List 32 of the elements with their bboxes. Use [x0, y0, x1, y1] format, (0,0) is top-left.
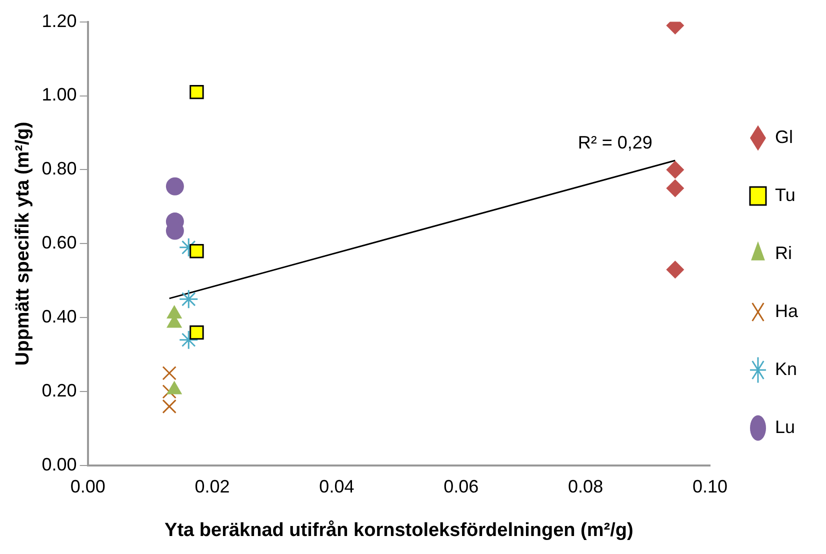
point — [166, 177, 184, 196]
x-tick-label: 0.00 — [70, 476, 106, 496]
legend-label: Lu — [774, 416, 796, 437]
point — [190, 325, 204, 340]
legend-label: Ri — [774, 242, 792, 263]
point — [666, 260, 684, 279]
point — [666, 179, 684, 198]
x-tick-label: 0.04 — [319, 476, 354, 496]
y-tick-label: 1.00 — [42, 84, 77, 105]
point — [178, 289, 198, 309]
x-tick-label: 0.08 — [568, 476, 604, 496]
y-tick-label: 0.20 — [42, 380, 77, 401]
y-tick-label: 0.00 — [42, 454, 77, 475]
x-tick-label: 0.02 — [194, 476, 230, 496]
legend-label: Tu — [774, 184, 796, 205]
x-axis-title: Yta beräknad utifrån kornstoleksfördelningen (m²/g) — [164, 520, 634, 541]
point — [190, 244, 204, 258]
x-tick-label: 0.10 — [692, 476, 728, 496]
legend-label: Ha — [774, 300, 799, 321]
y-tick-label: 0.40 — [42, 306, 77, 327]
y-tick-label: 0.80 — [42, 158, 77, 179]
y-axis-title: Uppmätt specifik yta (m²/g) — [12, 122, 34, 366]
y-tick-label: 0.60 — [42, 232, 77, 253]
point — [162, 366, 176, 380]
point — [666, 160, 684, 179]
y-tick-label: 1.20 — [42, 10, 77, 31]
x-tick-label: 0.06 — [444, 476, 479, 496]
annotation: R² = 0,29 — [578, 132, 652, 152]
point — [190, 84, 204, 100]
point — [178, 330, 198, 350]
legend-label: Kn — [774, 358, 798, 379]
legend-label: Gl — [774, 126, 793, 147]
